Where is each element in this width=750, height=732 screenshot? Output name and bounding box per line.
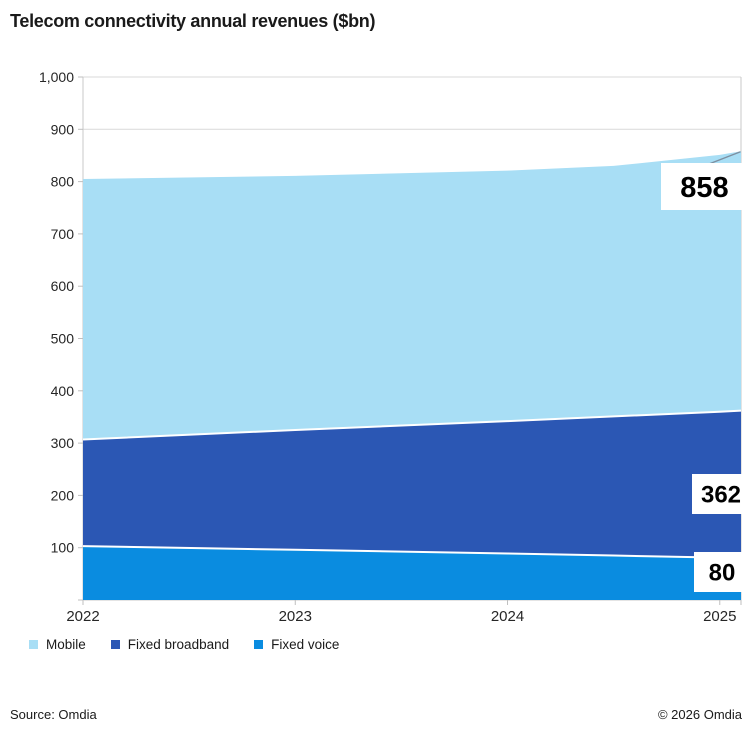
chart-title: Telecom connectivity annual revenues ($b…	[10, 11, 376, 31]
y-tick-label: 1,000	[39, 69, 74, 85]
y-tick-label: 700	[51, 226, 75, 242]
area-fixed-broadband	[83, 410, 741, 559]
y-tick-label: 300	[51, 435, 75, 451]
x-tick-label: 2022	[66, 608, 99, 625]
chart-legend: Mobile Fixed broadband Fixed voice	[29, 637, 339, 652]
y-tick-label: 500	[51, 331, 75, 347]
value-label-858-box	[661, 163, 748, 210]
value-label-858: 858	[680, 172, 728, 204]
legend-item-fixed-broadband: Fixed broadband	[110, 637, 230, 652]
value-callouts: 858 362 80	[661, 163, 750, 592]
legend-label-mobile: Mobile	[46, 637, 86, 652]
x-tick-label: 2023	[279, 608, 312, 625]
value-label-362-box	[692, 474, 750, 514]
stacked-area-chart: 858 362 80 100 200 300 400 500 600 700 800 900 1,000…	[38, 69, 750, 625]
x-tick-label: 2025	[703, 608, 736, 625]
source-text: Source: Omdia	[10, 707, 97, 722]
y-tick-label: 600	[51, 278, 75, 294]
mobile-swatch-icon	[29, 640, 38, 649]
y-tick-label: 400	[51, 383, 75, 399]
fixed-broadband-swatch-icon	[110, 640, 120, 649]
x-tick-label: 2024	[491, 608, 524, 625]
fixed-voice-swatch-icon	[254, 640, 264, 649]
value-label-80: 80	[709, 560, 736, 587]
y-tick-label: 100	[51, 540, 75, 556]
area-mobile	[83, 151, 741, 440]
y-tick-label: 900	[51, 121, 75, 137]
value-label-80-box	[694, 552, 750, 592]
area-fixed-voice	[83, 546, 741, 600]
chart-footer: Source: Omdia © 2026 Omdia	[0, 703, 750, 732]
legend-label-fixed-voice: Fixed voice	[271, 637, 340, 652]
legend-item-fixed-voice: Fixed voice	[254, 637, 339, 652]
y-tick-label: 800	[51, 174, 75, 190]
axis-labels: 100 200 300 400 500 600 700 800 900 1,000 2022 2023…	[39, 69, 737, 625]
y-tick-label: 200	[51, 487, 75, 503]
copyright-text: © 2026 Omdia	[657, 707, 742, 722]
value-label-362: 362	[701, 482, 741, 509]
areas	[83, 151, 741, 600]
legend-label-fixed-broadband: Fixed broadband	[127, 637, 230, 652]
legend-item-mobile: Mobile	[29, 637, 86, 652]
